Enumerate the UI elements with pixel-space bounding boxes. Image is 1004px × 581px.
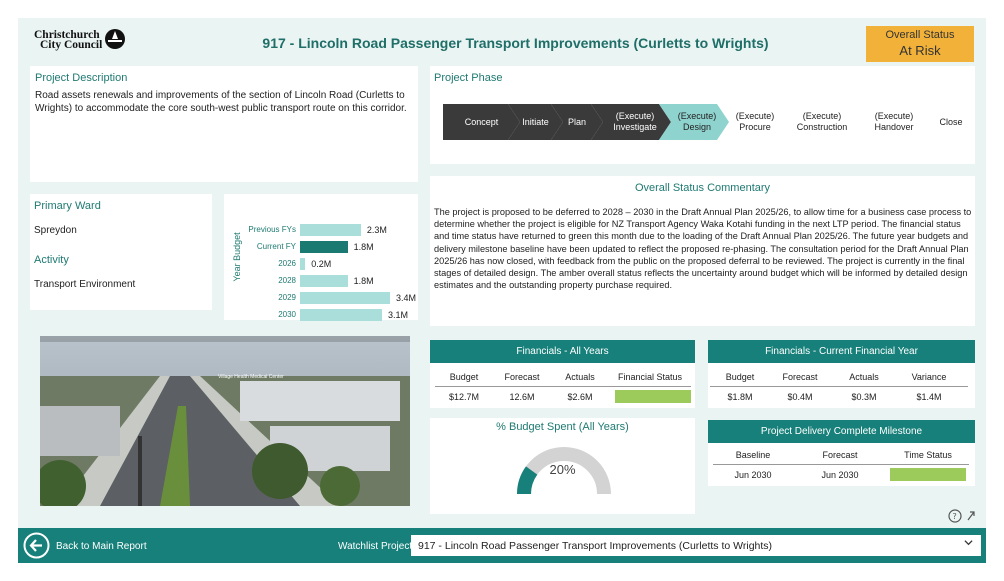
fin-all-forecast: 12.6M (509, 392, 535, 402)
budget-bar[interactable] (300, 309, 383, 321)
chevron-down-icon[interactable] (964, 538, 973, 547)
milestone-card: Project Delivery Complete Milestone Base… (708, 420, 975, 486)
fin-all-header-budget: Budget (449, 372, 479, 382)
phase-step-concept: Concept (443, 104, 520, 140)
budget-bar[interactable] (300, 292, 390, 304)
fin-cur-actuals: $0.3M (851, 392, 877, 402)
financials-current-title: Financials - Current Financial Year (708, 340, 975, 363)
bar-value-label: 1.8M (353, 276, 374, 286)
milestone-title: Project Delivery Complete Milestone (708, 420, 975, 443)
phase-step-handover: (Execute) Handover (874, 111, 914, 132)
fin-all-header-status: Financial Status (617, 372, 683, 382)
commentary-text: The project is proposed to be deferred t… (434, 207, 972, 291)
commentary-title: Overall Status Commentary (634, 182, 771, 194)
budget-bar[interactable] (300, 224, 361, 236)
fin-cur-forecast: $0.4M (787, 392, 813, 402)
bar-label: 2029 (278, 293, 296, 302)
page-title: 917 - Lincoln Road Passenger Transport I… (262, 35, 769, 51)
bar-label: 2030 (278, 310, 296, 319)
budget-spent-value: 20% (549, 462, 576, 477)
ward-card: Primary Ward Spreydon Activity Transport… (30, 194, 212, 310)
ward-value: Spreydon (34, 225, 77, 236)
budget-spent-title: % Budget Spent (All Years) (496, 421, 629, 433)
bar-value-label: 3.1M (388, 310, 409, 320)
fin-cur-header-forecast: Forecast (782, 372, 818, 382)
phase-step-procure: (Execute) Procure (735, 111, 775, 132)
description-text: Road assets renewals and improvements of… (35, 90, 407, 114)
phase-step-investigate: (Execute) Investigate (591, 104, 671, 140)
bar-value-label: 1.8M (353, 242, 374, 252)
commentary-card: Overall Status Commentary The project is… (430, 176, 975, 326)
bar-label: Current FY (256, 242, 296, 251)
logo-line2: City Council (40, 39, 103, 51)
milestone-header-baseline: Baseline (735, 450, 771, 460)
budget-bar[interactable] (300, 275, 348, 287)
overall-status-badge: Overall Status At Risk (866, 26, 974, 62)
watchlist-project-select[interactable]: 917 - Lincoln Road Passenger Transport I… (411, 535, 981, 556)
project-description-card: Project Description Road assets renewals… (30, 66, 418, 182)
time-status-indicator (890, 468, 966, 481)
bar-label: 2028 (278, 276, 296, 285)
ward-title: Primary Ward (34, 200, 101, 212)
svg-text:?: ? (953, 512, 957, 521)
watchlist-project-value: 917 - Lincoln Road Passenger Transport I… (418, 540, 773, 552)
phase-step-plan: Plan (551, 104, 603, 140)
financial-status-indicator (615, 390, 691, 403)
fin-cur-header-budget: Budget (725, 372, 755, 382)
back-arrow-icon[interactable] (23, 532, 50, 559)
milestone-forecast: Jun 2030 (821, 470, 859, 480)
phase-steps: Concept Initiate Plan (Execute) Investig… (443, 104, 973, 140)
expand-icon[interactable] (967, 511, 975, 521)
fin-cur-budget: $1.8M (727, 392, 753, 402)
bar-label: 2026 (278, 259, 296, 268)
description-title: Project Description (35, 72, 128, 84)
fin-cur-header-variance: Variance (911, 372, 947, 382)
cathedral-icon (105, 29, 125, 49)
council-logo: Christchurch City Council (34, 29, 125, 51)
bar-label: Previous FYs (248, 225, 296, 234)
phase-step-construction: (Execute) Construction (796, 111, 848, 132)
activity-value: Transport Environment (34, 279, 136, 290)
help-icon[interactable] (948, 509, 962, 523)
phase-step-close: Close (939, 116, 963, 127)
watchlist-label: Watchlist Project: (338, 541, 415, 552)
phase-title: Project Phase (434, 72, 503, 84)
milestone-baseline: Jun 2030 (734, 470, 772, 480)
project-render-image: Village Health Medical Center (40, 336, 410, 506)
fin-cur-variance: $1.4M (916, 392, 942, 402)
budget-bar[interactable] (300, 258, 306, 270)
back-to-main-report-link[interactable]: Back to Main Report (56, 541, 147, 552)
bar-value-label: 3.4M (396, 293, 417, 303)
logo-line1: Christchurch (34, 29, 100, 41)
fin-all-header-forecast: Forecast (504, 372, 540, 382)
status-value: At Risk (899, 43, 941, 58)
milestone-header-time-status: Time Status (904, 450, 952, 460)
activity-title: Activity (34, 254, 69, 266)
bar-value-label: 0.2M (311, 259, 332, 269)
fin-all-actuals: $2.6M (567, 392, 593, 402)
budget-spent-gauge (517, 447, 611, 495)
footer-bar: Back to Main Report Watchlist Project: 9… (18, 528, 986, 563)
fin-all-header-actuals: Actuals (565, 372, 595, 382)
fin-cur-header-actuals: Actuals (849, 372, 879, 382)
budget-bar[interactable] (300, 241, 348, 253)
milestone-header-forecast: Forecast (822, 450, 858, 460)
financials-all-title: Financials - All Years (430, 340, 695, 363)
bar-value-label: 2.3M (366, 225, 387, 235)
year-budget-chart-card: Year Budget Previous FYs 2.3M Current FY 1.… (224, 194, 418, 321)
photo-sign-text: Village Health Medical Center (218, 374, 284, 380)
financials-all-years-card: Financials - All Years Budget Forecast A… (430, 340, 695, 408)
report-canvas: Christchurch City Council 917 - Lincoln … (18, 18, 986, 563)
budget-spent-card: % Budget Spent (All Years) 20% (430, 418, 695, 514)
status-label: Overall Status (885, 29, 955, 41)
financials-current-year-card: Financials - Current Financial Year Budg… (708, 340, 975, 408)
info-icons[interactable]: ? (948, 508, 978, 524)
fin-all-budget: $12.7M (448, 392, 480, 402)
